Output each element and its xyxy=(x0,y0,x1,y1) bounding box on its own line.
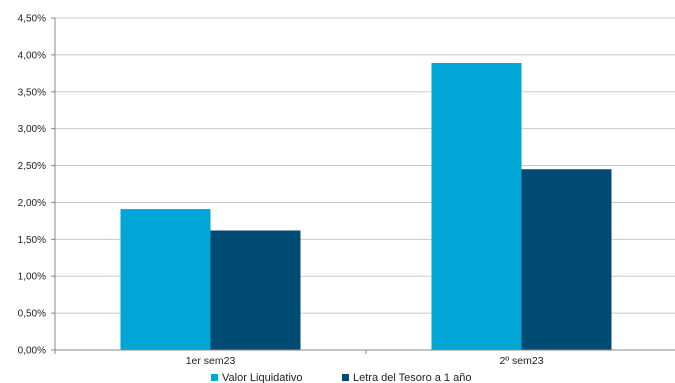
y-tick-label: 4,50% xyxy=(18,14,46,25)
bar-valor-liquidativo-1 xyxy=(120,209,211,350)
y-tick-label: 1,00% xyxy=(18,272,46,283)
bar-valor-liquidativo-2 xyxy=(431,63,522,350)
y-tick-label: 4,00% xyxy=(18,50,46,61)
axes xyxy=(51,18,675,354)
y-tick-label: 0,00% xyxy=(18,346,46,357)
y-tick-label: 3,00% xyxy=(18,124,46,135)
x-axis-labels: 1er sem23 2º sem23 xyxy=(186,355,544,367)
y-tick-label: 1,50% xyxy=(18,235,46,246)
legend-swatch xyxy=(342,374,349,381)
y-axis-ticks: 0,00% 0,50% 1,00% 1,50% 2,00% 2,50% 3,00% 3,50%… xyxy=(18,14,55,357)
legend: Valor Liquidativo Letra del Tesoro a 1 añ… xyxy=(211,372,471,383)
x-tick-label: 1er sem23 xyxy=(186,355,236,367)
x-tick-label: 2º sem23 xyxy=(499,355,543,367)
y-tick-label: 2,50% xyxy=(18,161,46,172)
bar-letra-tesoro-1 xyxy=(210,230,301,350)
bars xyxy=(120,63,612,350)
y-tick-label: 0,50% xyxy=(18,309,46,320)
legend-label: Letra del Tesoro a 1 año xyxy=(353,372,471,383)
y-tick-label: 2,00% xyxy=(18,198,46,209)
legend-label: Valor Liquidativo xyxy=(222,372,303,383)
legend-swatch xyxy=(211,374,218,381)
y-tick-label: 3,50% xyxy=(18,87,46,98)
bar-letra-tesoro-2 xyxy=(521,169,612,350)
